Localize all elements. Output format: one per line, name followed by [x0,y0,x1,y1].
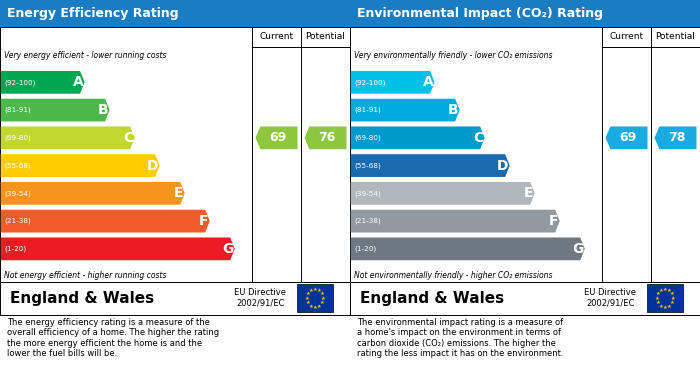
Text: Not energy efficient - higher running costs: Not energy efficient - higher running co… [4,271,166,280]
Text: F: F [199,214,209,228]
Text: 69: 69 [620,131,636,144]
Text: ★: ★ [313,305,317,310]
Text: G: G [222,242,233,256]
Text: England & Wales: England & Wales [360,291,505,306]
Polygon shape [351,99,460,122]
Polygon shape [654,126,696,149]
Text: (21-38): (21-38) [4,218,31,224]
Text: (1-20): (1-20) [354,246,377,252]
Text: ★: ★ [309,303,314,308]
Text: ★: ★ [304,296,309,301]
Text: (21-38): (21-38) [354,218,381,224]
Text: Current: Current [610,32,643,41]
Text: EU Directive
2002/91/EC: EU Directive 2002/91/EC [584,289,636,308]
Text: ★: ★ [671,296,676,301]
Text: ★: ★ [316,288,321,293]
Text: ★: ★ [305,291,310,296]
Polygon shape [1,182,185,205]
Text: C: C [473,131,483,145]
Text: G: G [572,242,583,256]
Text: A: A [73,75,83,89]
Text: D: D [497,159,508,172]
Text: Very environmentally friendly - lower CO₂ emissions: Very environmentally friendly - lower CO… [354,51,552,60]
Text: Current: Current [260,32,293,41]
Bar [350,282,700,315]
Polygon shape [1,126,134,149]
Bar [0,0,350,27]
Text: ★: ★ [655,291,660,296]
Bar [350,0,700,27]
Polygon shape [351,126,484,149]
Text: ★: ★ [655,300,660,305]
Text: (92-100): (92-100) [4,79,36,86]
Polygon shape [1,71,85,94]
Text: ★: ★ [663,287,667,291]
Text: ★: ★ [313,287,317,291]
Text: ★: ★ [666,288,671,293]
Polygon shape [351,237,584,260]
Polygon shape [351,154,510,177]
Bar [0,282,350,315]
Bar [0,27,350,282]
Text: EU Directive
2002/91/EC: EU Directive 2002/91/EC [234,289,286,308]
Text: The energy efficiency rating is a measure of the
overall efficiency of a home. T: The energy efficiency rating is a measur… [7,318,219,358]
Text: 76: 76 [318,131,336,144]
Polygon shape [304,126,346,149]
Polygon shape [256,126,298,149]
Polygon shape [351,71,435,94]
Text: (55-68): (55-68) [354,162,381,169]
Text: ★: ★ [659,288,664,293]
Text: ★: ★ [663,305,667,310]
Text: F: F [549,214,559,228]
Polygon shape [1,210,210,233]
Text: Potential: Potential [306,32,345,41]
Text: Very energy efficient - lower running costs: Very energy efficient - lower running co… [4,51,166,60]
Text: (92-100): (92-100) [354,79,386,86]
Text: (1-20): (1-20) [4,246,27,252]
Polygon shape [1,99,110,122]
Text: ★: ★ [670,291,675,296]
Text: ★: ★ [321,296,326,301]
Polygon shape [606,126,648,149]
Text: B: B [447,103,458,117]
Text: ★: ★ [320,300,325,305]
Polygon shape [1,237,234,260]
Text: E: E [174,187,183,200]
Text: (39-54): (39-54) [354,190,381,197]
Text: (81-91): (81-91) [4,107,31,113]
Text: ★: ★ [670,300,675,305]
Text: England & Wales: England & Wales [10,291,155,306]
Text: (81-91): (81-91) [354,107,381,113]
Text: Energy Efficiency Rating: Energy Efficiency Rating [7,7,178,20]
Bar [298,284,332,312]
Text: (69-80): (69-80) [354,135,381,141]
Text: ★: ★ [666,303,671,308]
Text: 78: 78 [668,131,686,144]
Text: ★: ★ [316,303,321,308]
Text: ★: ★ [654,296,659,301]
Text: ★: ★ [320,291,325,296]
Polygon shape [1,154,160,177]
Text: (69-80): (69-80) [4,135,31,141]
Text: 69: 69 [270,131,286,144]
Text: C: C [123,131,133,145]
Text: (39-54): (39-54) [4,190,31,197]
Polygon shape [351,210,560,233]
Text: A: A [423,75,433,89]
Bar [350,27,700,282]
Text: D: D [147,159,158,172]
Text: E: E [524,187,533,200]
Text: B: B [97,103,108,117]
Text: Potential: Potential [656,32,695,41]
Text: ★: ★ [309,288,314,293]
Polygon shape [351,182,535,205]
Text: (55-68): (55-68) [4,162,31,169]
Text: ★: ★ [659,303,664,308]
Bar [648,284,682,312]
Text: Not environmentally friendly - higher CO₂ emissions: Not environmentally friendly - higher CO… [354,271,552,280]
Text: ★: ★ [305,300,310,305]
Text: Environmental Impact (CO₂) Rating: Environmental Impact (CO₂) Rating [357,7,603,20]
Text: The environmental impact rating is a measure of
a home's impact on the environme: The environmental impact rating is a mea… [357,318,564,358]
